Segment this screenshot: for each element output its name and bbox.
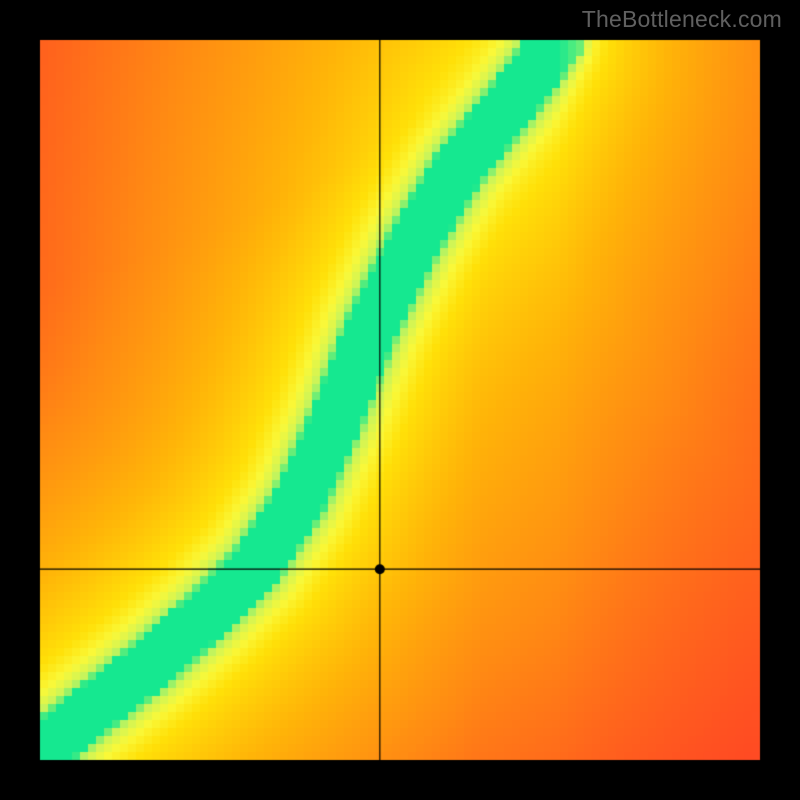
watermark: TheBottleneck.com: [582, 6, 782, 33]
bottleneck-heatmap: [0, 0, 800, 800]
